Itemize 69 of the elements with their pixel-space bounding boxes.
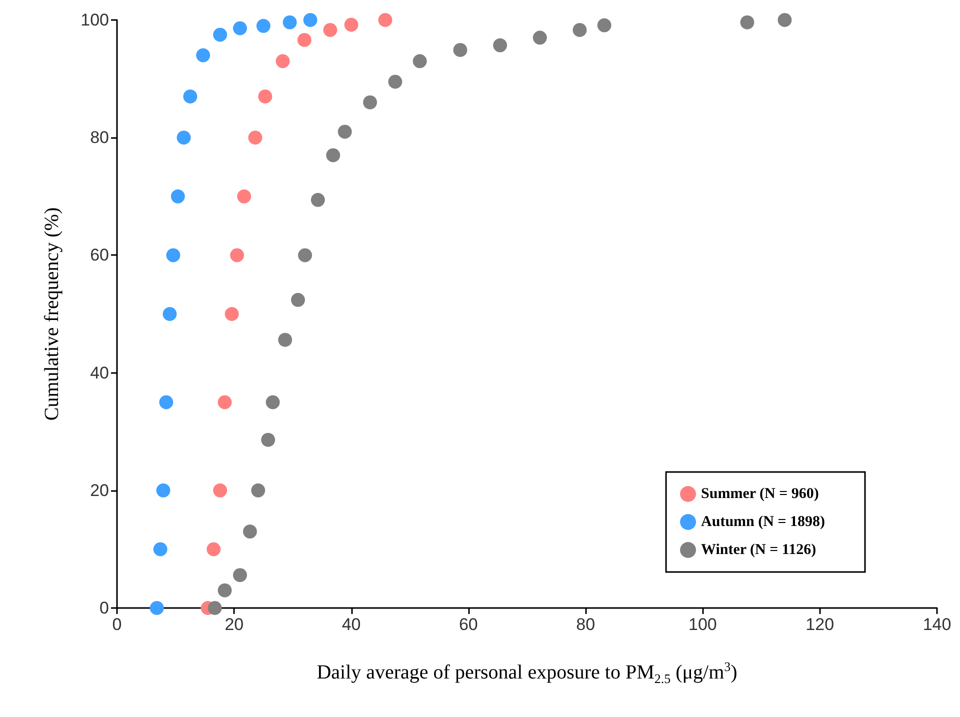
point xyxy=(278,332,292,347)
point xyxy=(213,28,228,42)
y-tick-label: 100 xyxy=(80,10,109,30)
point xyxy=(297,32,312,47)
point xyxy=(326,148,340,162)
point xyxy=(218,395,232,410)
point xyxy=(237,189,252,204)
legend-label: Winter (N = 1126) xyxy=(701,542,816,558)
point xyxy=(233,568,247,582)
point xyxy=(242,524,257,539)
point xyxy=(206,542,221,556)
point xyxy=(298,248,312,262)
point xyxy=(363,95,378,110)
point xyxy=(183,89,198,104)
x-tick-label: 60 xyxy=(458,615,478,634)
point xyxy=(153,542,168,556)
point xyxy=(310,192,325,207)
point xyxy=(276,54,290,68)
x-tick-label: 40 xyxy=(342,615,361,634)
x-tick-label: 100 xyxy=(688,615,717,634)
y-axis-title: Cumulative frequency (%) xyxy=(41,207,63,421)
x-tick-label: 140 xyxy=(922,615,952,634)
y-tick-label: 60 xyxy=(90,246,109,265)
point xyxy=(493,38,508,52)
point xyxy=(282,15,297,30)
point xyxy=(291,292,305,307)
point xyxy=(150,601,164,615)
point xyxy=(261,432,276,447)
point xyxy=(166,248,180,262)
point xyxy=(532,30,547,45)
point xyxy=(176,130,191,145)
legend-label: Autumn (N = 1898) xyxy=(701,514,826,530)
point xyxy=(248,130,262,145)
point xyxy=(258,89,272,104)
point xyxy=(224,307,239,321)
point xyxy=(156,483,170,498)
point xyxy=(572,23,587,37)
point xyxy=(233,21,247,36)
point xyxy=(251,483,266,498)
point xyxy=(378,13,392,27)
point xyxy=(344,18,358,32)
point xyxy=(213,483,228,498)
point xyxy=(323,23,338,37)
y-tick-label: 0 xyxy=(100,598,109,618)
x-tick-label: 120 xyxy=(806,615,834,634)
point xyxy=(740,15,754,30)
point xyxy=(597,18,612,32)
x-tick-label: 20 xyxy=(224,615,244,634)
point xyxy=(778,13,792,27)
x-tick-label: 80 xyxy=(576,615,596,634)
point xyxy=(412,54,427,68)
point xyxy=(453,42,468,57)
point xyxy=(256,18,270,33)
x-tick-label: 0 xyxy=(112,615,122,634)
point xyxy=(162,307,177,321)
y-tick-label: 40 xyxy=(90,363,109,382)
point xyxy=(208,601,222,615)
point xyxy=(303,13,318,27)
point xyxy=(170,189,185,204)
point xyxy=(338,124,352,139)
point xyxy=(218,583,232,598)
point xyxy=(196,48,210,62)
point xyxy=(230,248,244,262)
point xyxy=(159,395,174,410)
y-tick-label: 20 xyxy=(90,480,109,500)
y-tick-label: 80 xyxy=(90,128,109,148)
legend-label: Summer (N = 960) xyxy=(701,486,819,502)
point xyxy=(388,74,402,89)
point xyxy=(266,395,280,410)
